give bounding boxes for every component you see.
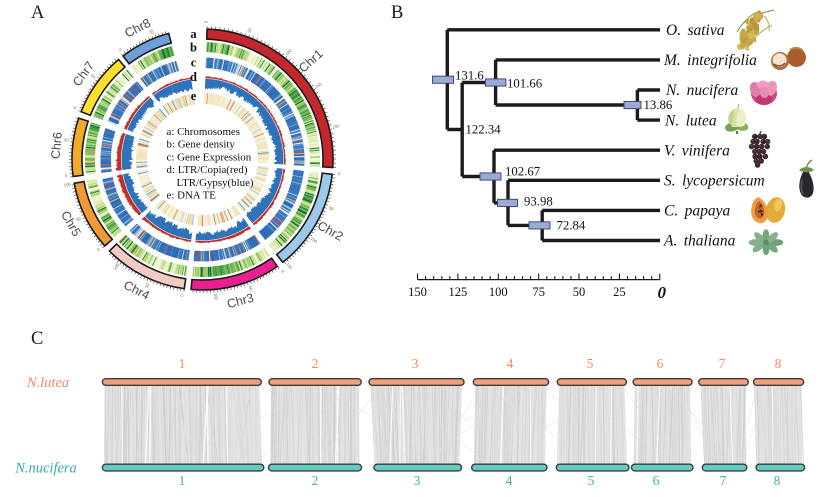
svg-text:100: 100 <box>284 47 293 56</box>
svg-text:7: 7 <box>720 473 727 488</box>
svg-text:50: 50 <box>75 215 82 222</box>
svg-text:200: 200 <box>332 123 341 130</box>
svg-text:122.34: 122.34 <box>466 123 502 137</box>
svg-text:72.84: 72.84 <box>557 219 586 233</box>
svg-text:4: 4 <box>506 473 513 488</box>
svg-text:Chr3: Chr3 <box>226 291 256 312</box>
svg-text:Chr2: Chr2 <box>315 218 346 243</box>
svg-text:125: 125 <box>449 285 468 299</box>
svg-text:100: 100 <box>63 181 71 187</box>
svg-text:Chr5: Chr5 <box>58 208 84 239</box>
svg-text:a: a <box>190 27 197 41</box>
svg-text:A. thaliana: A. thaliana <box>663 233 736 250</box>
svg-text:Chr1: Chr1 <box>296 47 326 76</box>
svg-text:a: Chromosomes: a: Chromosomes <box>167 126 241 138</box>
svg-text:e: DNA TE: e: DNA TE <box>167 190 217 202</box>
svg-text:50: 50 <box>246 27 253 34</box>
svg-text:N.nucifera: N.nucifera <box>14 461 77 477</box>
svg-text:50: 50 <box>248 285 255 292</box>
svg-text:50: 50 <box>573 285 586 299</box>
svg-text:2: 2 <box>312 356 319 371</box>
svg-text:25: 25 <box>613 285 626 299</box>
svg-text:0: 0 <box>73 105 78 111</box>
svg-text:100: 100 <box>112 262 121 271</box>
svg-text:4: 4 <box>507 356 514 371</box>
svg-text:75: 75 <box>532 285 545 299</box>
svg-text:50: 50 <box>148 29 155 36</box>
svg-text:2: 2 <box>312 473 319 488</box>
svg-text:d: d <box>190 70 197 84</box>
svg-text:b: Gene density: b: Gene density <box>167 139 236 151</box>
svg-text:6: 6 <box>657 356 664 371</box>
svg-text:7: 7 <box>719 356 726 371</box>
svg-text:3: 3 <box>414 473 421 488</box>
svg-text:V. vinifera: V. vinifera <box>664 142 730 159</box>
svg-text:1: 1 <box>179 473 186 488</box>
svg-text:100: 100 <box>310 236 319 245</box>
svg-text:102.67: 102.67 <box>505 165 541 179</box>
svg-text:101.66: 101.66 <box>507 76 543 90</box>
svg-text:0: 0 <box>280 269 286 274</box>
svg-text:8: 8 <box>775 356 782 371</box>
svg-text:Chr6: Chr6 <box>48 131 65 159</box>
svg-text:50: 50 <box>144 282 151 289</box>
svg-text:d: LTR/Copia(red): d: LTR/Copia(red) <box>167 164 248 176</box>
svg-text:50: 50 <box>64 137 70 143</box>
svg-text:0: 0 <box>338 171 342 176</box>
svg-text:6: 6 <box>653 473 660 488</box>
svg-text:N.lutea: N.lutea <box>26 375 69 391</box>
svg-text:5: 5 <box>587 356 594 371</box>
svg-text:LTR/Gypsy(blue): LTR/Gypsy(blue) <box>177 177 254 189</box>
svg-text:B: B <box>391 3 403 23</box>
svg-text:N. nucifera: N. nucifera <box>665 82 738 99</box>
svg-text:100: 100 <box>489 285 508 299</box>
svg-text:5: 5 <box>588 473 595 488</box>
svg-text:50: 50 <box>328 205 335 212</box>
svg-text:b: b <box>190 41 197 55</box>
svg-text:3: 3 <box>412 356 419 371</box>
svg-text:93.98: 93.98 <box>524 195 553 209</box>
svg-text:8: 8 <box>774 473 781 488</box>
svg-text:0: 0 <box>658 283 667 302</box>
svg-text:M. integrifolia: M. integrifolia <box>663 52 757 69</box>
svg-text:Chr4: Chr4 <box>121 278 152 303</box>
svg-text:0: 0 <box>65 173 69 178</box>
svg-text:150: 150 <box>314 81 323 89</box>
svg-text:e: e <box>191 89 197 103</box>
svg-text:C: C <box>31 329 43 349</box>
svg-text:C. papaya: C. papaya <box>664 203 730 220</box>
svg-text:S. lycopersicum: S. lycopersicum <box>664 173 765 190</box>
svg-text:A: A <box>31 3 45 23</box>
svg-text:1: 1 <box>179 356 186 371</box>
svg-text:131.6: 131.6 <box>455 69 484 83</box>
svg-text:150: 150 <box>285 262 294 271</box>
svg-text:13.86: 13.86 <box>644 98 673 112</box>
svg-text:0: 0 <box>117 47 123 52</box>
svg-text:150: 150 <box>408 285 427 299</box>
svg-text:0: 0 <box>203 20 208 23</box>
svg-text:Chr8: Chr8 <box>122 16 153 41</box>
svg-text:50: 50 <box>90 73 97 80</box>
svg-text:0: 0 <box>179 293 184 297</box>
svg-text:0: 0 <box>96 246 102 252</box>
svg-text:N. lutea: N. lutea <box>664 112 717 129</box>
svg-text:100: 100 <box>213 293 219 301</box>
svg-text:c: c <box>191 56 197 70</box>
svg-text:c: Gene Expression: c: Gene Expression <box>167 151 252 163</box>
svg-text:O. sativa: O. sativa <box>666 22 725 39</box>
